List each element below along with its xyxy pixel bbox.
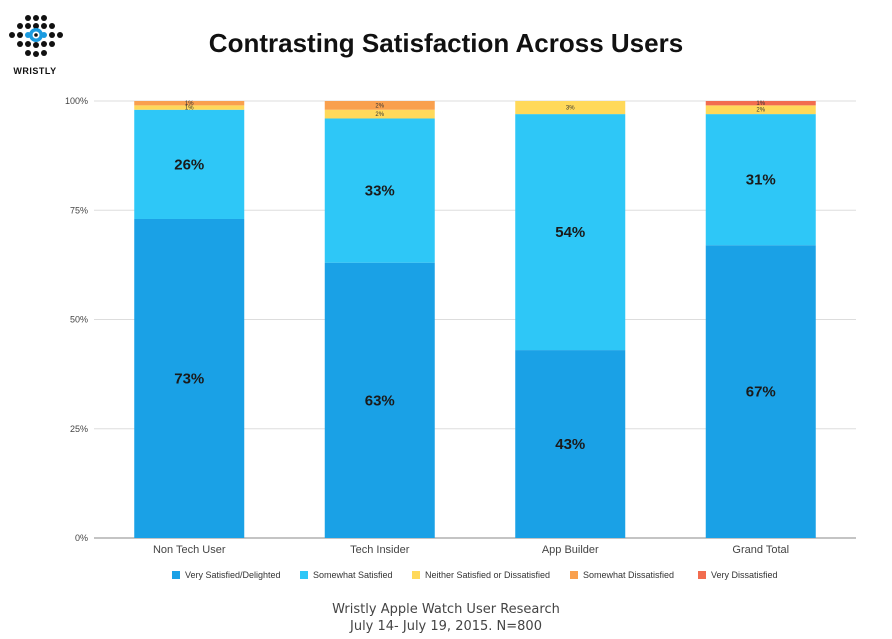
footer-date: July 14- July 19, 2015. N=800 xyxy=(350,619,542,634)
brand-name: WRISTLY xyxy=(13,66,57,76)
bar-segment-non-tech-user-3 xyxy=(134,105,245,110)
bar-segment-grand-total-5 xyxy=(705,101,816,106)
legend-swatch xyxy=(698,571,706,579)
chart-title: Contrasting Satisfaction Across Users xyxy=(208,28,684,58)
legend-label: Neither Satisfied or Dissatisfied xyxy=(425,570,550,580)
y-tick-label: 75% xyxy=(70,205,88,215)
bar-segment-app-builder-2 xyxy=(515,114,626,351)
legend-swatch xyxy=(172,571,180,579)
data-label: 2% xyxy=(756,108,765,114)
data-label: 33% xyxy=(365,183,395,200)
data-label: 1% xyxy=(185,101,194,107)
legend-swatch xyxy=(300,571,308,579)
bar-segment-non-tech-user-1 xyxy=(134,218,245,539)
x-tick-label: Grand Total xyxy=(732,544,789,556)
data-label: 2% xyxy=(375,112,384,118)
legend-label: Somewhat Dissatisfied xyxy=(583,570,674,580)
data-label: 54% xyxy=(555,224,585,241)
x-tick-label: Non Tech User xyxy=(153,544,226,556)
legend-label: Very Dissatisfied xyxy=(711,570,778,580)
bar-segment-grand-total-2 xyxy=(705,114,816,246)
y-tick-label: 0% xyxy=(75,533,88,543)
footer-source: Wristly Apple Watch User Research xyxy=(332,602,560,617)
bar-segment-non-tech-user-2 xyxy=(134,109,245,219)
data-label: 1% xyxy=(756,101,765,107)
bar-segment-non-tech-user-4 xyxy=(134,101,245,106)
bar-segment-tech-insider-1 xyxy=(324,262,435,538)
y-tick-label: 50% xyxy=(70,315,88,325)
data-label: 26% xyxy=(174,156,204,173)
data-label: 1% xyxy=(185,106,194,112)
stacked-bar-chart: 73%26%1%1%63%33%2%2%43%54%3%67%31%2%1% 0… xyxy=(65,96,856,580)
bar-segment-tech-insider-4 xyxy=(324,101,435,110)
bar-segment-grand-total-1 xyxy=(705,245,816,538)
data-label: 2% xyxy=(375,103,384,109)
y-tick-label: 25% xyxy=(70,424,88,434)
data-label: 3% xyxy=(566,106,575,112)
data-label: 67% xyxy=(746,384,776,401)
data-label: 31% xyxy=(746,172,776,189)
y-tick-label: 100% xyxy=(65,96,88,106)
data-label: 73% xyxy=(174,370,204,387)
x-tick-label: Tech Insider xyxy=(350,544,410,556)
data-label: 63% xyxy=(365,392,395,409)
legend-swatch xyxy=(570,571,578,579)
bar-segment-tech-insider-3 xyxy=(324,109,435,119)
bar-segment-tech-insider-2 xyxy=(324,118,435,263)
data-label: 43% xyxy=(555,436,585,453)
bar-segment-app-builder-3 xyxy=(515,101,626,115)
legend-label: Somewhat Satisfied xyxy=(313,570,393,580)
legend-label: Very Satisfied/Delighted xyxy=(185,570,281,580)
bar-segment-grand-total-3 xyxy=(705,105,816,115)
wristly-logo-icon xyxy=(9,15,63,57)
legend-swatch xyxy=(412,571,420,579)
x-tick-label: App Builder xyxy=(542,544,599,556)
bar-segment-app-builder-1 xyxy=(515,350,626,538)
